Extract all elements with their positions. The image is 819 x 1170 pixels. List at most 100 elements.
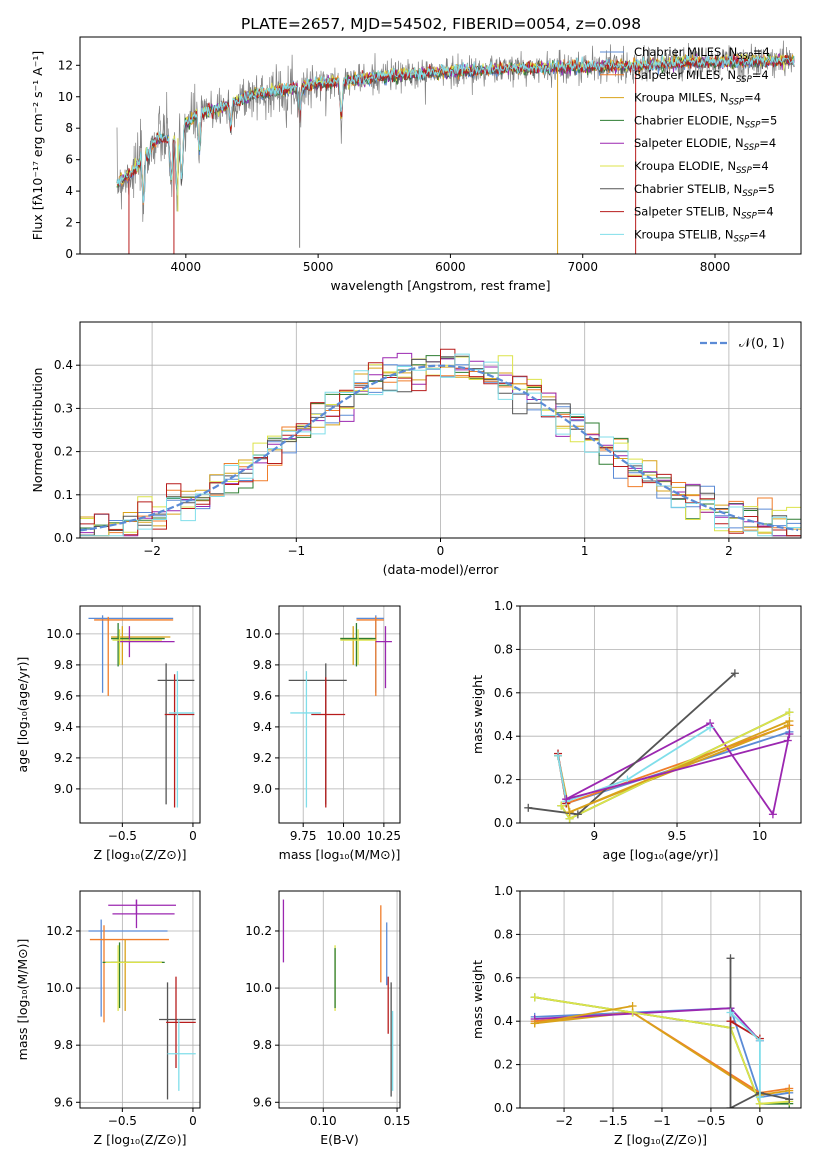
weight-line — [534, 1005, 633, 1025]
y-tick-label: 9.8 — [253, 658, 272, 672]
x-tick-label: 0 — [756, 1114, 764, 1128]
legend-subscript: SSP — [737, 52, 753, 62]
legend-text: Salpeter ELODIE, N — [634, 136, 744, 150]
x-axis-label: Z [log₁₀(Z/Z⊙)] — [614, 1132, 707, 1147]
y-tick-label: 1.0 — [494, 884, 513, 898]
plot-area — [116, 40, 795, 254]
y-tick-label: 9.0 — [253, 782, 272, 796]
y-tick-label: 9.4 — [253, 720, 272, 734]
x-tick-label: 9.75 — [290, 829, 317, 843]
y-tick-label: 10.2 — [245, 924, 272, 938]
axes-frame — [519, 605, 802, 824]
spectrum-plot: 4000 5000 6000 7000 8000 0 2 4 6 8 10 12 wavelength … — [30, 36, 802, 293]
y-tick-label: 9.6 — [54, 689, 73, 703]
legend-entry: Salpeter ELODIE, NSSP=4 — [634, 136, 776, 153]
weight-line — [566, 739, 789, 800]
legend-text: Kroupa MILES, N — [634, 91, 729, 105]
plot-area — [88, 615, 195, 808]
y-tick-label: 9.6 — [54, 1095, 73, 1109]
y-tick-label: 9.6 — [253, 1095, 272, 1109]
x-tick-label: 10 — [752, 829, 767, 843]
legend-text: =5 — [760, 113, 777, 127]
weight-line — [534, 1011, 790, 1096]
y-tick-label: 9.8 — [54, 658, 73, 672]
plot-area — [530, 954, 794, 1108]
mass-vs-extinction-plot: 0.10 0.15 9.6 9.8 10.0 10.2 E(B-V) — [245, 890, 410, 1147]
x-tick-label: 7000 — [567, 260, 598, 274]
y-tick-label: 0.6 — [494, 686, 513, 700]
y-tick-label: 0.2 — [54, 445, 73, 459]
y-tick-label: 0.1 — [54, 488, 73, 502]
y-tick-label: 9.0 — [54, 782, 73, 796]
y-tick-label: 0.8 — [494, 927, 513, 941]
histogram-steps — [80, 348, 801, 537]
y-tick-label: 4 — [65, 184, 73, 198]
y-tick-label: 10.0 — [46, 627, 73, 641]
x-tick-label: 0.10 — [310, 1114, 337, 1128]
x-tick-label: 0 — [437, 544, 445, 558]
x-axis-label: Z [log₁₀(Z/Z⊙)] — [94, 1132, 187, 1147]
legend-text: Chabrier STELIB, N — [634, 182, 742, 196]
y-tick-label: 9.8 — [54, 1038, 73, 1052]
x-tick-label: 2 — [725, 544, 733, 558]
plot-area — [288, 615, 392, 808]
x-tick-label: 10.25 — [367, 829, 401, 843]
y-tick-label: 0.2 — [494, 1058, 513, 1072]
plot-area — [524, 669, 794, 823]
x-axis-label: wavelength [Angstrom, rest frame] — [330, 278, 550, 293]
legend-text: Salpeter MILES, N — [634, 68, 736, 82]
legend-text: =4 — [749, 227, 766, 241]
axes-frame — [278, 605, 401, 824]
legend-subscript: SSP — [736, 75, 752, 85]
legend-entry: Chabrier ELODIE, NSSP=5 — [634, 113, 777, 130]
y-axis-label: mass weight — [470, 960, 485, 1039]
x-tick-label: −0.5 — [108, 829, 137, 843]
y-tick-label: 0.3 — [54, 401, 73, 415]
legend-text: Kroupa ELODIE, N — [634, 159, 736, 173]
weight-line — [729, 958, 790, 1108]
model-spectrum-line — [116, 54, 795, 203]
y-axis-label: Normed distribution — [30, 368, 45, 493]
y-axis-label: mass [log₁₀(M/M⊙)] — [15, 939, 30, 1061]
y-tick-label: 1.0 — [494, 599, 513, 613]
legend-text: Chabrier MILES, N — [634, 45, 737, 59]
x-tick-label: 4000 — [171, 260, 202, 274]
plot-area — [80, 348, 801, 537]
legend-entry: Chabrier MILES, NSSP=4 — [634, 45, 770, 62]
plot-area — [282, 899, 394, 1097]
weight-vs-metallicity-plot: −2 −1.5 −1 −0.5 0 0.0 0.2 0.4 0.6 0.8 1.0 Z [log₁₀(… — [470, 884, 802, 1147]
y-axis-label: Flux [fλ10⁻¹⁷ erg cm⁻² s⁻¹ A⁻¹] — [30, 51, 45, 240]
weight-line — [569, 720, 790, 813]
y-tick-label: 0.4 — [494, 1014, 513, 1028]
y-tick-label: 10 — [58, 90, 73, 104]
legend-text: =4 — [757, 205, 774, 219]
legend-text: =4 — [752, 68, 769, 82]
y-tick-label: 0.0 — [494, 816, 513, 830]
legend-subscript: SSP — [744, 143, 760, 153]
legend-text: =4 — [752, 159, 769, 173]
y-tick-label: 10.0 — [245, 981, 272, 995]
figure-title: PLATE=2657, MJD=54502, FIBERID=0054, z=0… — [241, 15, 641, 33]
age-vs-mass-plot: 9.75 10.00 10.25 9.0 9.2 9.4 9.6 9.8 10.0 mass [l… — [245, 605, 401, 862]
normal-distribution-curve — [80, 364, 799, 532]
legend-entry: Salpeter MILES, NSSP=4 — [634, 68, 769, 85]
legend-entry: Kroupa STELIB, NSSP=4 — [634, 227, 766, 244]
y-tick-label: 8 — [65, 121, 73, 135]
legend-subscript: SSP — [736, 166, 752, 176]
x-tick-label: 8000 — [700, 260, 731, 274]
legend-entry: Kroupa MILES, NSSP=4 — [634, 91, 761, 108]
x-axis-label: (data-model)/error — [383, 562, 500, 577]
legend-text: Salpeter STELIB, N — [634, 205, 741, 219]
y-tick-label: 10.2 — [46, 924, 73, 938]
weight-vs-age-plot: 9 9.5 10 0.0 0.2 0.4 0.6 0.8 1.0 age [log₁₀(age/y… — [470, 599, 802, 862]
legend-text: =5 — [758, 182, 775, 196]
legend-text: =4 — [759, 136, 776, 150]
x-tick-label: 9.5 — [667, 829, 686, 843]
axes-frame — [519, 890, 802, 1109]
axes-frame — [79, 890, 201, 1109]
weight-line — [528, 672, 736, 816]
x-tick-label: −2 — [143, 544, 161, 558]
x-tick-label: −0.5 — [108, 1114, 137, 1128]
